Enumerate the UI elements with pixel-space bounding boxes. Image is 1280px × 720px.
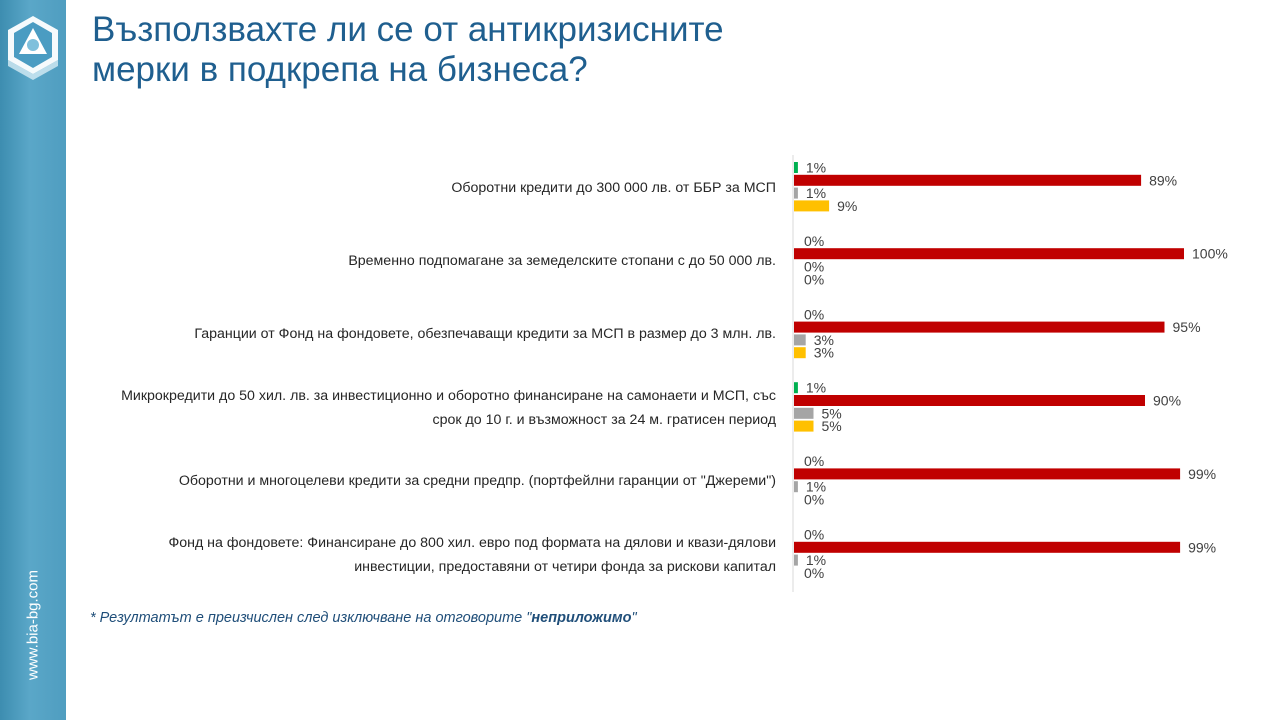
category-label: Оборотни и многоцелеви кредити за средни… <box>178 473 776 490</box>
data-label: 89% <box>1149 172 1177 188</box>
data-label: 5% <box>822 418 842 434</box>
bia-logo-icon <box>8 16 58 80</box>
data-label: 0% <box>804 492 824 508</box>
data-label: 100% <box>1192 246 1228 262</box>
data-label: 90% <box>1153 393 1181 409</box>
bar <box>794 481 798 493</box>
bar <box>794 554 798 566</box>
data-label: 1% <box>806 380 826 396</box>
title-line-2: мерки в подкрепа на бизнеса? <box>92 50 588 89</box>
sidebar: www.bia-bg.com <box>0 0 66 720</box>
bar <box>794 468 1181 480</box>
bar <box>794 248 1184 260</box>
data-label: 0% <box>804 306 824 322</box>
category-label: Фонд на фондовете: Финансиране до 800 хи… <box>168 534 776 575</box>
bar <box>794 395 1145 406</box>
bar <box>794 200 830 212</box>
footnote-bold: неприложимо <box>531 610 632 626</box>
category-label: Микрокредити до 50 хил. лв. за инвестици… <box>121 387 776 428</box>
data-label: 0% <box>804 233 824 249</box>
data-label: 0% <box>804 527 824 543</box>
data-label: 95% <box>1173 319 1201 335</box>
bar <box>794 420 814 432</box>
bar <box>794 162 798 173</box>
data-label: 3% <box>814 345 834 361</box>
bar <box>794 382 798 394</box>
data-label: 99% <box>1188 539 1216 555</box>
bar <box>794 321 1165 333</box>
bar <box>794 347 806 359</box>
category-label: Временно подпомагане за земеделските сто… <box>348 253 776 269</box>
data-label: 9% <box>837 198 857 214</box>
data-label: 1% <box>806 160 826 176</box>
page-title: Възползвахте ли се от антикризисните мер… <box>92 10 724 90</box>
data-label: 0% <box>804 259 824 275</box>
data-label: 5% <box>822 405 842 421</box>
footnote: * Резултатът е преизчислен след изключва… <box>90 610 637 626</box>
bar <box>794 407 814 419</box>
data-label: 1% <box>806 552 826 568</box>
data-label: 3% <box>814 332 834 348</box>
footnote-prefix: * Резултатът е преизчислен след изключва… <box>90 610 532 626</box>
bar <box>794 187 798 199</box>
category-label: Оборотни кредити до 300 000 лв. от ББР з… <box>451 179 776 196</box>
data-label: 0% <box>804 565 824 581</box>
data-label: 99% <box>1188 466 1216 482</box>
data-label: 1% <box>806 185 826 201</box>
footnote-suffix: " <box>631 610 637 626</box>
data-label: 0% <box>804 453 824 469</box>
title-line-1: Възползвахте ли се от антикризисните <box>92 10 724 49</box>
bar <box>794 541 1181 553</box>
data-label: 1% <box>806 479 826 495</box>
data-label: 0% <box>804 271 824 287</box>
bar <box>794 174 1142 186</box>
category-label: Гаранции от Фонд на фондовете, обезпечав… <box>194 326 776 343</box>
bar <box>794 334 806 346</box>
